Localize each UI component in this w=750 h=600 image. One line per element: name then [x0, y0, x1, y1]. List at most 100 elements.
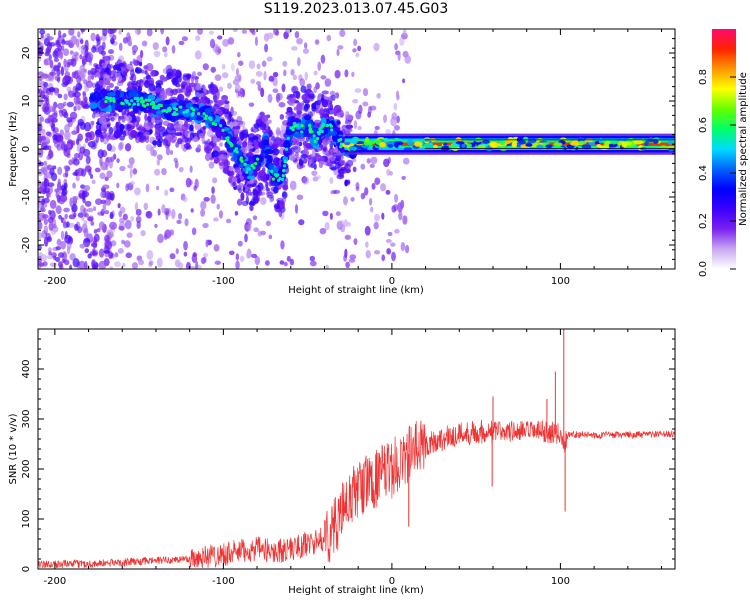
noise-blob — [148, 262, 153, 268]
noise-blob — [100, 191, 104, 198]
noise-blob — [157, 208, 161, 216]
noise-blob — [72, 258, 80, 268]
noise-blob — [368, 197, 373, 206]
noise-blob — [87, 75, 91, 83]
halo-blob — [214, 137, 221, 143]
noise-blob — [367, 111, 372, 118]
halo-blob — [187, 123, 191, 130]
noise-blob — [63, 182, 68, 189]
halo-blob — [346, 159, 354, 167]
noise-blob — [202, 63, 209, 71]
noise-blob — [177, 212, 183, 220]
noise-blob — [136, 220, 141, 229]
halo-blob — [174, 132, 183, 137]
snr-series-line — [38, 419, 675, 569]
noise-blob — [212, 177, 218, 184]
noise-blob — [337, 45, 344, 50]
ridge-peak — [165, 109, 169, 114]
halo-blob — [294, 152, 299, 159]
noise-blob — [49, 199, 57, 209]
noise-blob — [114, 261, 121, 267]
halo-blob — [177, 93, 185, 102]
noise-blob — [234, 210, 239, 216]
noise-blob — [41, 128, 46, 134]
carrier-blob — [455, 141, 465, 145]
ridge-peak — [300, 124, 304, 128]
noise-blob — [38, 97, 44, 107]
noise-blob — [56, 102, 65, 110]
noise-blob — [104, 198, 112, 206]
halo-blob — [193, 136, 199, 143]
halo-blob — [119, 123, 125, 132]
halo-blob — [261, 114, 269, 123]
noise-blob — [145, 183, 150, 193]
noise-blob — [100, 208, 105, 217]
noise-blob — [353, 119, 358, 130]
noise-blob — [397, 50, 401, 61]
carrier-blob — [406, 139, 414, 146]
noise-blob — [383, 158, 390, 168]
noise-blob — [148, 260, 154, 266]
halo-blob — [293, 145, 301, 154]
noise-blob — [122, 37, 129, 44]
noise-blob — [141, 40, 148, 47]
noise-blob — [248, 60, 256, 70]
ridge-peak — [136, 102, 140, 107]
halo-blob — [133, 60, 137, 66]
noise-blob — [76, 124, 80, 134]
noise-blob — [218, 210, 224, 219]
halo-blob — [335, 162, 341, 169]
halo-blob — [271, 136, 276, 142]
halo-blob — [135, 115, 141, 123]
noise-blob — [95, 198, 103, 205]
ridge-blob — [267, 155, 273, 163]
ridge-peak — [230, 143, 234, 147]
snr-x-axis-label: Height of straight line (km) — [288, 585, 424, 596]
noise-blob — [254, 36, 258, 46]
noise-blob — [83, 227, 89, 238]
ridge-blob — [328, 130, 338, 136]
ridge-peak — [247, 167, 251, 171]
halo-blob — [177, 137, 183, 145]
noise-blob — [283, 261, 288, 267]
noise-blob — [238, 182, 244, 189]
noise-blob — [371, 182, 376, 190]
halo-blob — [110, 116, 115, 122]
noise-blob — [194, 50, 202, 60]
carrier-blob — [403, 147, 413, 151]
noise-blob — [70, 35, 78, 46]
noise-blob — [97, 149, 104, 159]
noise-blob — [385, 128, 391, 135]
noise-blob — [178, 40, 185, 46]
noise-blob — [234, 75, 242, 82]
noise-blob — [57, 62, 62, 69]
noise-blob — [385, 238, 392, 243]
halo-blob — [231, 176, 237, 183]
ridge-peak — [172, 111, 177, 115]
ridge-peak — [109, 99, 113, 103]
ridge-peak — [318, 127, 322, 131]
noise-blob — [294, 204, 299, 214]
ridge-peak — [221, 128, 225, 132]
halo-blob — [282, 184, 289, 191]
noise-blob — [49, 71, 57, 76]
carrier-blob — [432, 144, 438, 149]
noise-blob — [194, 178, 199, 189]
noise-blob — [376, 92, 381, 99]
noise-blob — [178, 166, 184, 173]
noise-blob — [202, 222, 209, 229]
noise-blob — [69, 111, 78, 120]
noise-blob — [333, 189, 341, 194]
noise-blob — [56, 238, 62, 246]
halo-blob — [234, 167, 241, 174]
ridge-peak — [161, 109, 165, 113]
ridge-blob — [89, 102, 98, 109]
halo-blob — [333, 104, 342, 113]
noise-blob — [74, 223, 79, 231]
noise-blob — [60, 66, 65, 76]
carrier-blob — [545, 144, 553, 149]
snr-y-axis-label: SNR (10 * v/v) — [8, 413, 19, 484]
noise-blob — [370, 206, 374, 213]
halo-blob — [156, 139, 162, 148]
noise-blob — [138, 259, 145, 266]
